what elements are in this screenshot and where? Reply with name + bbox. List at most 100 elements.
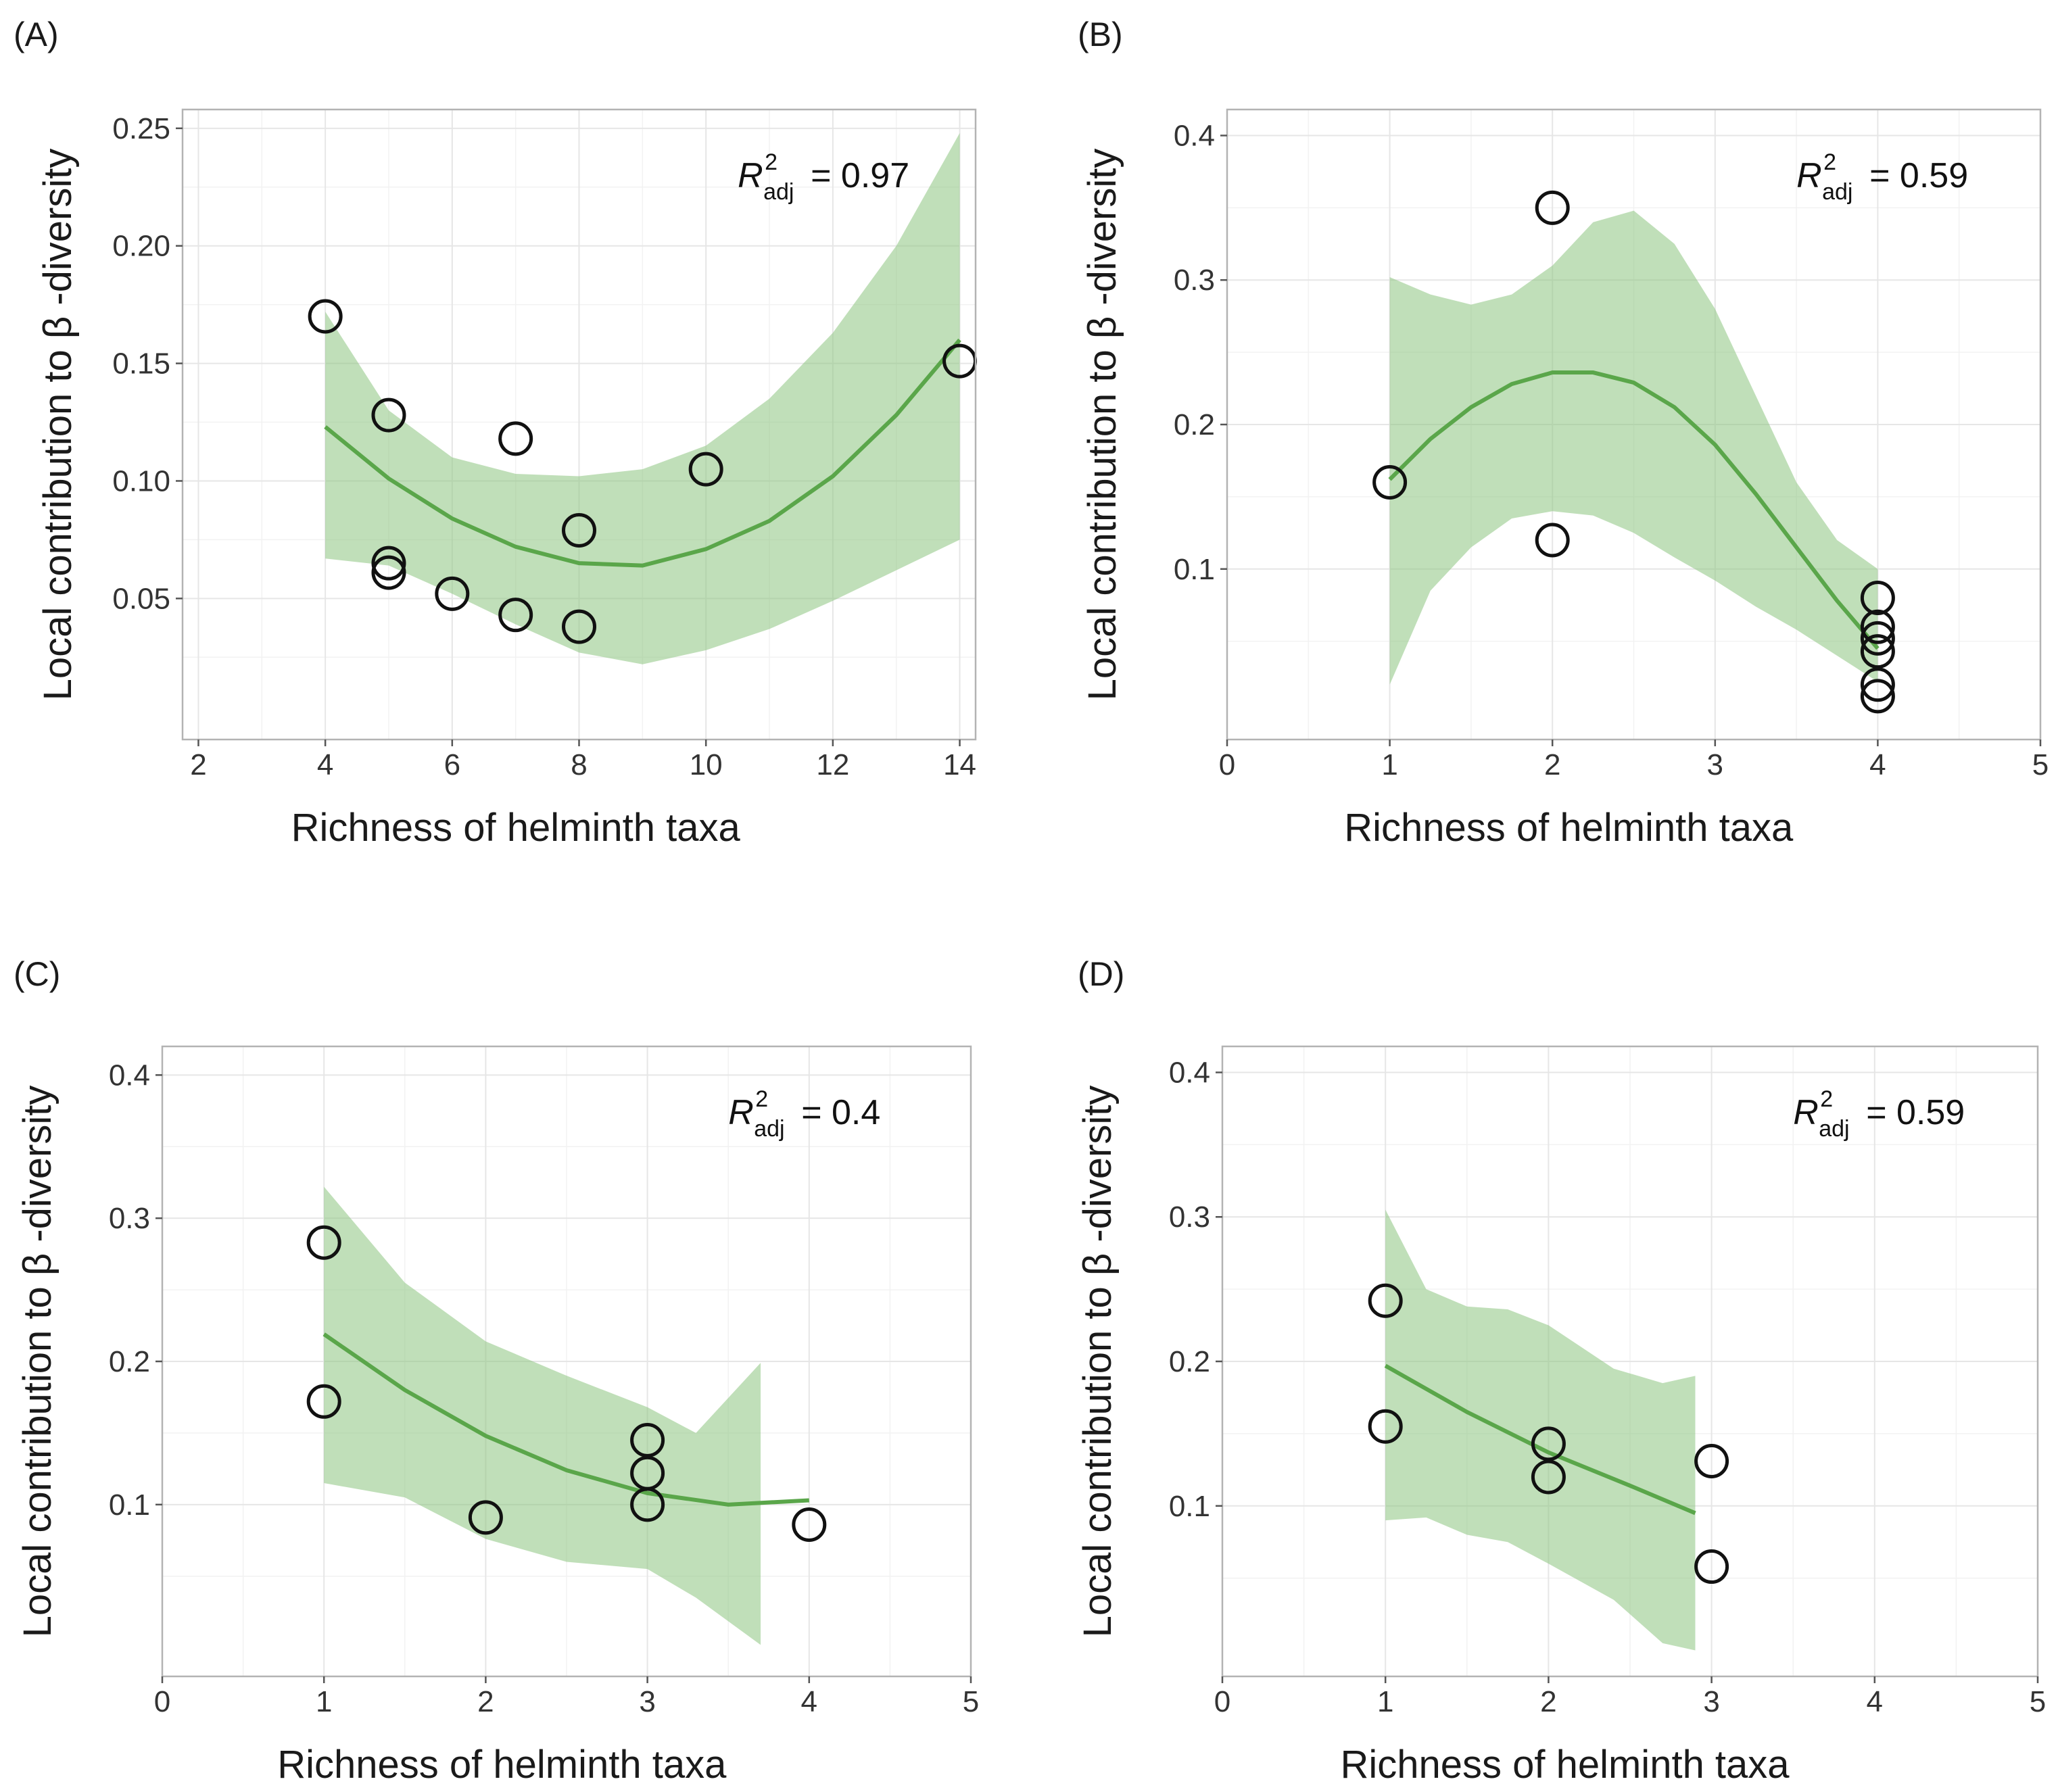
y-axis-title: Local contribution to β -diversity [16,1086,59,1638]
panel-b: (B) 0 1 2 3 4 5 0.1 0.2 0.3 0.4 Richness of helmint… [1078,16,2049,850]
data-point [792,1507,827,1542]
y-axis-title: Local contribution to β -diversity [36,149,80,701]
x-tick-label: 8 [571,748,587,781]
x-tick-label: 4 [317,748,333,781]
data-point [1860,609,1895,644]
r2-value: = 0.59 [1869,156,1968,195]
r2-subscript: adj [763,179,794,205]
data-point [688,452,723,487]
x-tick-label: 14 [943,748,976,781]
fit-line [322,1332,809,1507]
data-point [1694,1549,1729,1584]
x-axis-title: Richness of helminth taxa [1344,806,1794,850]
data-point [306,1384,341,1419]
r2-value: = 0.97 [811,156,909,195]
data-point [562,512,596,548]
y-tick-label: 0.3 [1174,264,1215,297]
x-axis-title: Richness of helminth taxa [291,806,741,850]
fit-line [1388,370,1880,650]
x-tick-label: 1 [316,1685,332,1718]
y-tick-label: 0.2 [1174,408,1215,441]
r2-annotation: R 2 adj = 0.4 [728,1086,880,1142]
y-tick-label: 0.4 [109,1059,150,1092]
data-point [1694,1443,1729,1478]
r2-subscript: adj [1822,179,1852,205]
data-point [468,1500,503,1535]
data-point [1860,679,1895,714]
r2-value: = 0.59 [1866,1093,1965,1132]
x-tick-label: 2 [1544,748,1560,781]
data-point [498,598,533,633]
data-point [308,299,343,334]
y-tick-label: 0.20 [112,230,170,263]
y-tick-label: 0.1 [109,1488,150,1522]
confidence-band [324,1186,761,1645]
data-point [306,1225,341,1260]
x-tick-label: 3 [1703,1685,1719,1718]
x-tick-label: 2 [190,748,206,781]
fit-line [1384,1363,1696,1516]
panel-label: (C) [14,955,60,993]
data-point [1860,634,1895,669]
y-tick-label: 0.15 [112,347,170,381]
x-tick-label: 6 [444,748,460,781]
y-axis-title: Local contribution to β -diversity [1080,149,1124,701]
data-point [562,609,596,644]
r2-symbol: R [1796,156,1822,195]
data-point [1535,523,1570,558]
x-tick-label: 5 [2030,1685,2046,1718]
panel-label: (A) [14,16,59,53]
data-point [1368,1283,1403,1318]
data-point [1531,1426,1566,1461]
x-tick-label: 3 [639,1685,655,1718]
data-point [1860,621,1895,656]
panel-c: (C) 0 1 2 3 4 5 0.1 0.2 0.3 0.4 Richness of helmint… [14,955,979,1787]
x-tick-label: 10 [690,748,723,781]
y-tick-label: 0.4 [1174,119,1215,152]
x-tick-label: 4 [801,1685,817,1718]
r2-symbol: R [728,1093,754,1132]
x-tick-label: 5 [963,1685,979,1718]
panel-label: (B) [1078,16,1123,53]
r2-subscript: adj [1819,1116,1849,1142]
y-tick-label: 0.3 [109,1202,150,1235]
r2-subscript: adj [754,1116,784,1142]
y-tick-label: 0.2 [109,1345,150,1378]
r2-superscript: 2 [755,1086,768,1112]
y-tick-label: 0.1 [1169,1490,1210,1523]
r2-value: = 0.4 [801,1093,880,1132]
data-point [435,576,470,611]
data-point [498,421,533,456]
x-tick-label: 1 [1377,1685,1393,1718]
x-tick-label: 0 [1214,1685,1230,1718]
fit-line [324,338,961,568]
data-point [630,1487,665,1522]
y-tick-label: 0.4 [1169,1056,1210,1089]
x-tick-label: 4 [1869,748,1886,781]
x-tick-label: 4 [1867,1685,1883,1718]
panel-label: (D) [1078,955,1124,993]
data-point [371,546,406,581]
r2-superscript: 2 [1820,1086,1833,1112]
y-tick-label: 0.1 [1174,553,1215,586]
x-tick-label: 1 [1381,748,1397,781]
data-point [1860,581,1895,616]
y-tick-label: 0.3 [1169,1201,1210,1234]
r2-annotation: R 2 adj = 0.59 [1793,1086,1965,1142]
panel-d: (D) 0 1 2 3 4 5 0.1 0.2 0.3 0.4 Richness of helmint… [1076,955,2046,1787]
y-tick-label: 0.05 [112,582,170,615]
r2-annotation: R 2 adj = 0.97 [738,149,909,205]
x-tick-label: 12 [816,748,849,781]
data-point [1535,190,1570,225]
y-axis-title: Local contribution to β -diversity [1076,1086,1120,1638]
x-tick-label: 2 [1540,1685,1556,1718]
x-tick-label: 2 [477,1685,494,1718]
r2-superscript: 2 [1823,149,1836,175]
data-point [371,397,406,433]
r2-superscript: 2 [765,149,777,175]
r2-annotation: R 2 adj = 0.59 [1796,149,1968,205]
x-tick-label: 3 [1707,748,1723,781]
data-point [1860,667,1895,702]
data-point [1531,1459,1566,1495]
